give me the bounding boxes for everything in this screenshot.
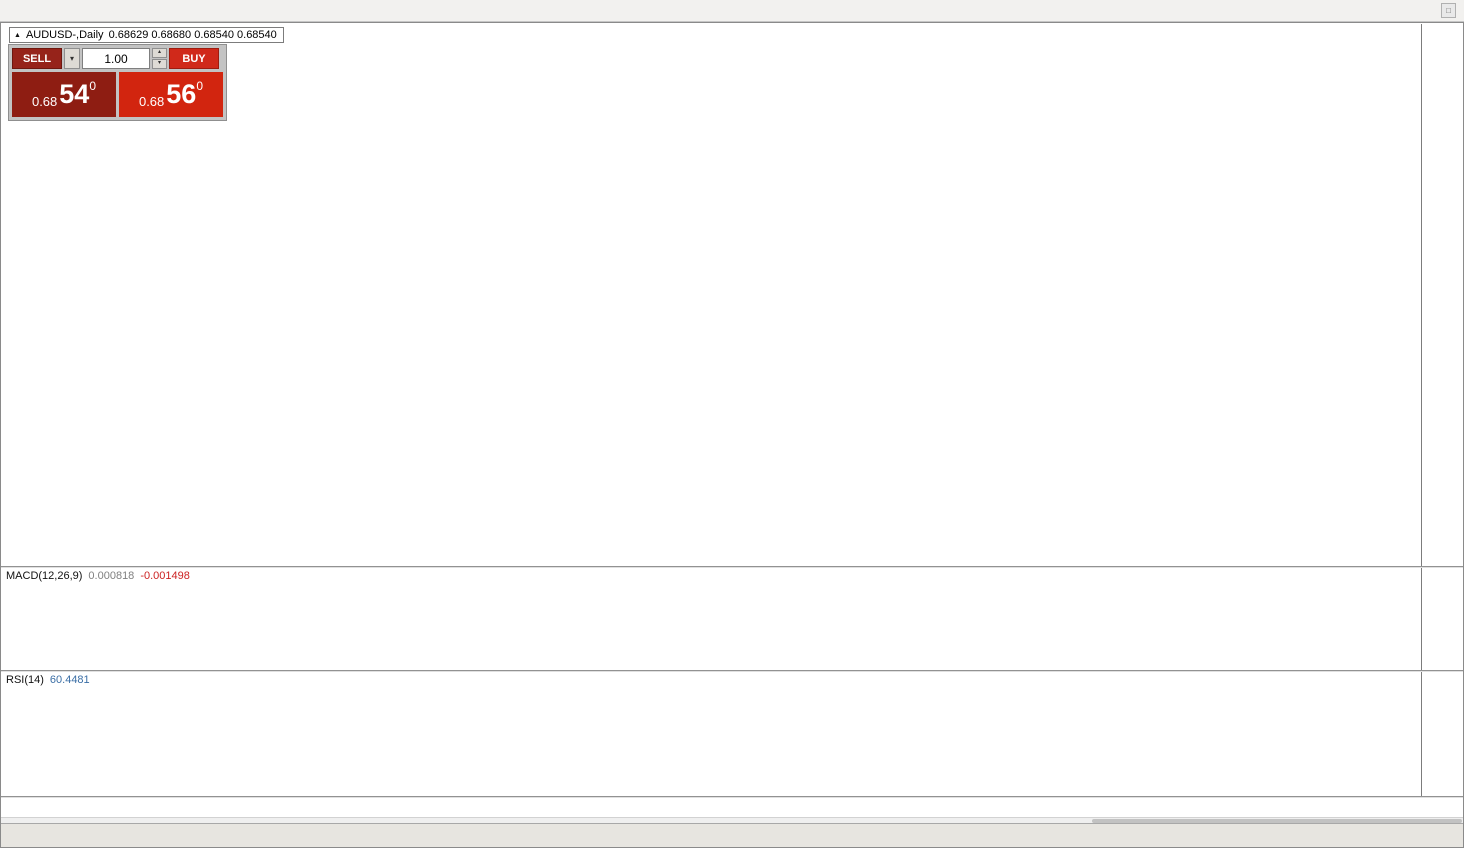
volume-dropdown-icon[interactable]: ▾ [64,48,80,69]
price-chart-pane[interactable] [0,24,1421,566]
scrollbar-thumb[interactable] [1092,819,1462,823]
sell-price-sup: 0 [89,79,97,93]
buy-price-button[interactable]: 0.68 56 0 [119,72,223,117]
macd-label: MACD(12,26,9) 0.000818 -0.001498 [6,570,190,582]
sell-button[interactable]: SELL [12,48,62,69]
sell-price-prefix: 0.68 [31,94,58,109]
volume-down-icon[interactable]: ▾ [152,59,167,69]
rsi-name: RSI(14) [6,674,44,686]
volume-stepper: ▴ ▾ [152,48,167,69]
chart-icon: ▲ [14,31,21,39]
trade-panel-price-row: 0.68 54 0 0.68 56 0 [12,72,223,117]
chart-ohlc-values: 0.68629 0.68680 0.68540 0.68540 [108,29,277,41]
macd-name: MACD(12,26,9) [6,570,83,582]
sell-price-button[interactable]: 0.68 54 0 [12,72,116,117]
pane-divider[interactable] [0,566,1464,568]
chart-title-box: ▲ AUDUSD-,Daily 0.68629 0.68680 0.68540 … [9,27,284,43]
window-restore-button[interactable]: □ [1441,3,1456,18]
macd-main-value: 0.000818 [88,570,135,582]
rsi-canvas[interactable] [0,672,1421,797]
buy-price-sup: 0 [196,79,204,93]
volume-input[interactable] [82,48,150,69]
macd-pane[interactable] [0,568,1421,670]
rsi-pane[interactable] [0,672,1421,797]
trade-panel-top-row: SELL ▾ ▴ ▾ BUY [12,48,223,69]
pane-divider[interactable] [0,796,1464,798]
chart-symbol-period: AUDUSD-,Daily [25,29,104,41]
macd-canvas[interactable] [0,568,1421,670]
rsi-label: RSI(14) 60.4481 [6,674,90,686]
volume-up-icon[interactable]: ▴ [152,48,167,58]
macd-signal-value: -0.001498 [140,570,190,582]
buy-button[interactable]: BUY [169,48,219,69]
price-axis[interactable] [1421,24,1464,797]
one-click-trading-panel: SELL ▾ ▴ ▾ BUY 0.68 54 0 0.68 56 0 [8,44,227,121]
pane-divider[interactable] [0,670,1464,672]
buy-price-prefix: 0.68 [138,94,165,109]
date-axis[interactable] [0,798,1464,817]
rsi-value: 60.4481 [49,674,90,686]
buy-price-big: 56 [166,79,197,109]
sell-price-big: 54 [59,79,90,109]
chart-tab-bar [0,823,1464,848]
timeframe-toolbar: □ [0,0,1464,22]
horizontal-scrollbar [0,817,1464,823]
